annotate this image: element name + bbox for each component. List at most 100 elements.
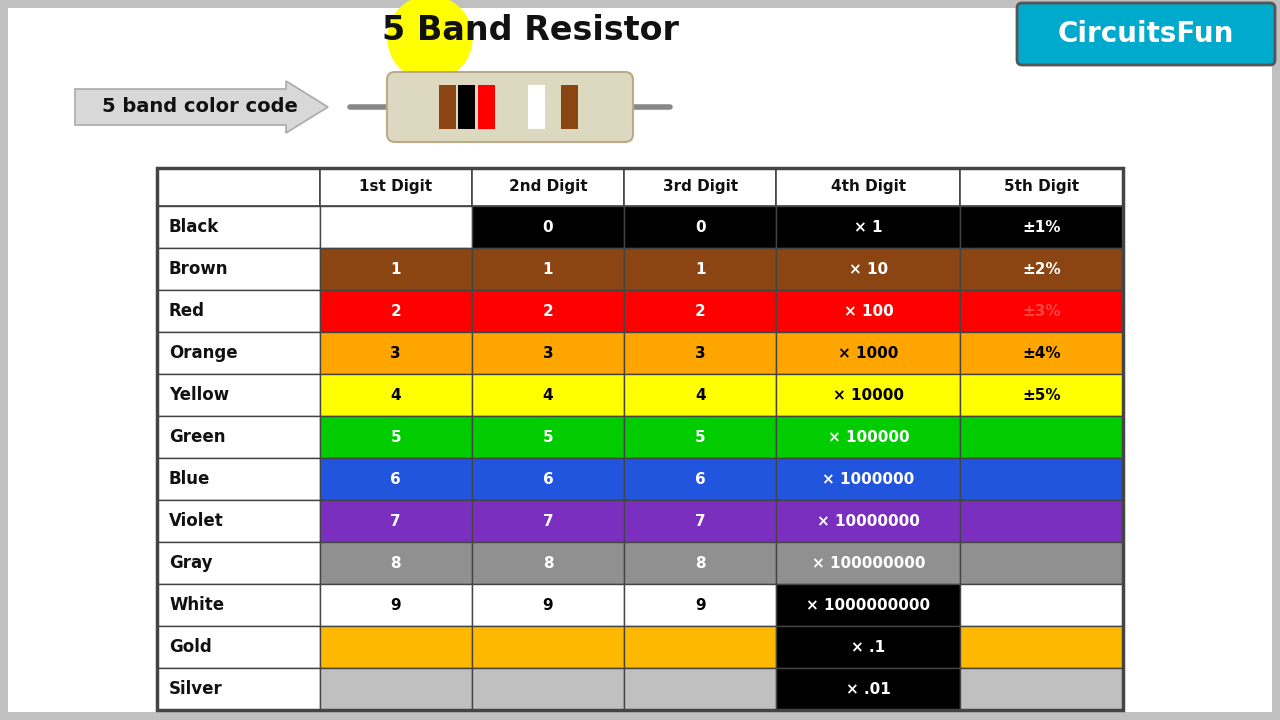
Bar — [472, 206, 625, 248]
Text: 6: 6 — [543, 472, 553, 487]
Text: Green: Green — [169, 428, 225, 446]
Bar — [625, 206, 777, 248]
Text: ±3%: ±3% — [1023, 304, 1061, 318]
Bar — [960, 290, 1123, 332]
Bar — [157, 416, 320, 458]
Bar — [157, 168, 320, 206]
Text: × 10000: × 10000 — [833, 387, 904, 402]
Text: × .1: × .1 — [851, 639, 886, 654]
Bar — [625, 332, 777, 374]
Text: 5: 5 — [390, 430, 401, 444]
Text: Brown: Brown — [169, 260, 229, 278]
Text: × 1000: × 1000 — [838, 346, 899, 361]
Bar — [960, 416, 1123, 458]
Text: 4: 4 — [543, 387, 553, 402]
Text: Silver: Silver — [169, 680, 223, 698]
Bar — [625, 248, 777, 290]
Text: 8: 8 — [390, 556, 401, 570]
Text: 5 band color code: 5 band color code — [102, 97, 298, 117]
Bar — [157, 500, 320, 542]
Bar — [320, 500, 472, 542]
Text: × 10: × 10 — [849, 261, 888, 276]
Bar — [777, 248, 960, 290]
Bar — [157, 584, 320, 626]
Bar — [320, 626, 472, 668]
FancyBboxPatch shape — [8, 8, 1272, 712]
Bar — [625, 374, 777, 416]
Bar — [458, 85, 475, 129]
Bar — [320, 168, 472, 206]
Bar — [472, 374, 625, 416]
Text: × 100000000: × 100000000 — [812, 556, 925, 570]
Bar — [960, 248, 1123, 290]
Bar — [960, 542, 1123, 584]
Bar — [320, 332, 472, 374]
Bar — [625, 542, 777, 584]
Text: Gray: Gray — [169, 554, 212, 572]
Text: ±2%: ±2% — [1023, 261, 1061, 276]
Text: 2: 2 — [543, 304, 553, 318]
Text: × 1: × 1 — [854, 220, 883, 235]
Text: Gold: Gold — [169, 638, 211, 656]
Bar — [472, 626, 625, 668]
Bar — [320, 206, 472, 248]
Text: 5: 5 — [543, 430, 553, 444]
Bar — [625, 290, 777, 332]
Text: 4th Digit: 4th Digit — [831, 179, 906, 194]
Bar — [777, 584, 960, 626]
Bar — [157, 248, 320, 290]
Bar — [472, 416, 625, 458]
Text: 3: 3 — [695, 346, 705, 361]
Bar — [472, 458, 625, 500]
Text: 5: 5 — [695, 430, 705, 444]
Text: 2: 2 — [390, 304, 401, 318]
Text: 7: 7 — [695, 513, 705, 528]
Text: 2: 2 — [695, 304, 705, 318]
Bar — [777, 374, 960, 416]
Text: Yellow: Yellow — [169, 386, 229, 404]
Text: CircuitsFun: CircuitsFun — [1057, 20, 1234, 48]
Bar — [960, 668, 1123, 710]
Bar — [777, 168, 960, 206]
Text: ±5%: ±5% — [1023, 387, 1061, 402]
Bar — [439, 85, 456, 129]
Bar — [320, 458, 472, 500]
Bar — [625, 168, 777, 206]
Bar — [472, 500, 625, 542]
Text: 4: 4 — [390, 387, 401, 402]
Text: 3rd Digit: 3rd Digit — [663, 179, 737, 194]
Text: 2nd Digit: 2nd Digit — [508, 179, 588, 194]
Text: 3: 3 — [543, 346, 553, 361]
Circle shape — [388, 0, 472, 80]
Bar — [625, 626, 777, 668]
Text: 5th Digit: 5th Digit — [1005, 179, 1079, 194]
Text: 7: 7 — [543, 513, 553, 528]
Bar — [960, 458, 1123, 500]
Bar — [320, 668, 472, 710]
Bar — [777, 206, 960, 248]
Bar — [157, 374, 320, 416]
Text: Black: Black — [169, 218, 219, 236]
Bar — [157, 290, 320, 332]
Bar — [472, 248, 625, 290]
Text: 1st Digit: 1st Digit — [360, 179, 433, 194]
Text: × 100000: × 100000 — [828, 430, 909, 444]
Bar — [625, 416, 777, 458]
Text: Blue: Blue — [169, 470, 210, 488]
Bar — [777, 668, 960, 710]
Text: 9: 9 — [695, 598, 705, 613]
Bar — [777, 332, 960, 374]
Bar — [529, 85, 545, 129]
Bar — [625, 500, 777, 542]
Bar — [777, 500, 960, 542]
Bar — [625, 668, 777, 710]
Bar — [960, 332, 1123, 374]
Text: × .01: × .01 — [846, 682, 891, 696]
Bar — [477, 85, 495, 129]
Text: 5 Band Resistor: 5 Band Resistor — [381, 14, 678, 47]
Text: × 100: × 100 — [844, 304, 893, 318]
Bar — [157, 542, 320, 584]
Text: 8: 8 — [543, 556, 553, 570]
Bar — [472, 168, 625, 206]
Text: Violet: Violet — [169, 512, 224, 530]
